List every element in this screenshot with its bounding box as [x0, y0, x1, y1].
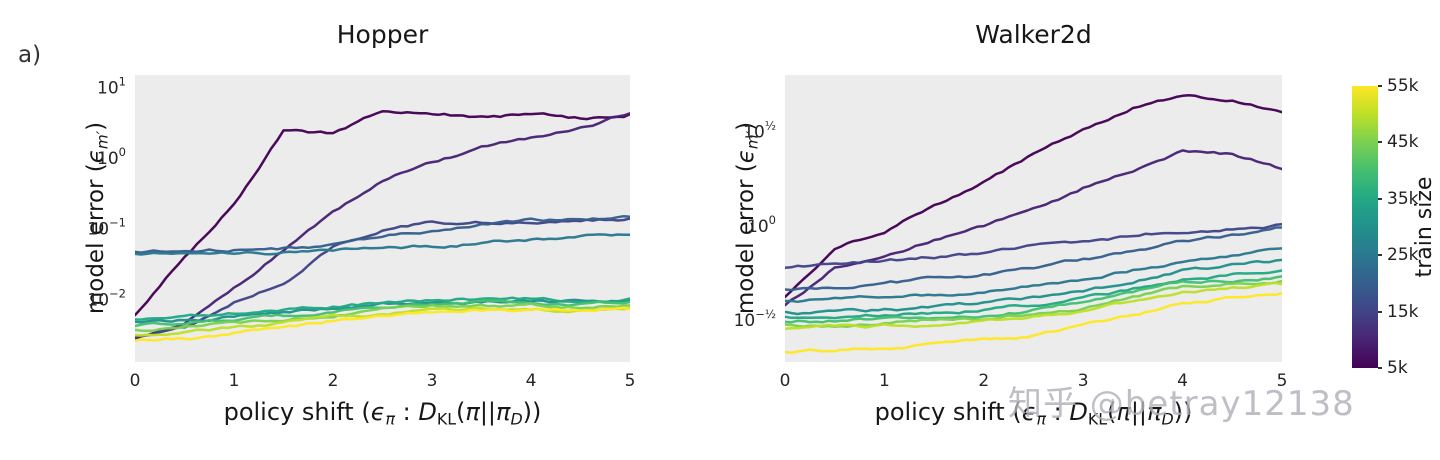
label-fragment: ( — [1107, 398, 1117, 426]
x-tick-label: 4 — [526, 371, 537, 391]
hopper-x-axis-label: policy shift (ϵπ : DKL(π||πD)) — [135, 398, 630, 428]
label-fragment: π — [1036, 409, 1046, 429]
x-tick-label: 3 — [1078, 371, 1089, 391]
x-tick-label: 5 — [625, 371, 636, 391]
y-tick-label: 10−½ — [734, 307, 776, 331]
series-line-25k — [785, 247, 1282, 304]
label-fragment: KL — [436, 409, 457, 429]
label-fragment: ϵ — [370, 398, 386, 426]
series-line-20k — [785, 226, 1282, 292]
label-fragment: || — [1130, 398, 1148, 426]
series-line-50k — [785, 281, 1282, 331]
label-fragment: : — [394, 398, 419, 426]
colorbar-tick-5k: 5k — [1387, 358, 1408, 378]
y-tick-label: 100 — [97, 145, 126, 169]
colorbar-tick-mark — [1378, 85, 1382, 87]
label-fragment: ϵ — [1021, 398, 1037, 426]
hopper-plot: 101 100 10−1 10−2 0 1 2 3 4 5 — [87, 74, 636, 391]
colorbar-ticks: 55k 45k 35k 25k 15k 5k — [1378, 76, 1440, 378]
x-tick-label: 0 — [780, 371, 791, 391]
x-tick-label: 5 — [1277, 371, 1288, 391]
series-line-30k — [785, 258, 1282, 316]
x-tick-label: 3 — [427, 371, 438, 391]
label-fragment: )) — [522, 398, 542, 426]
y-tick-label: 100 — [747, 213, 776, 237]
colorbar-tick-55k: 55k — [1387, 76, 1419, 96]
label-fragment: ( — [456, 398, 466, 426]
label-fragment: D — [1069, 398, 1088, 426]
walker2d-plot: 10½ 100 10−½ 0 1 2 3 4 5 — [734, 75, 1288, 391]
hopper-title: Hopper — [336, 20, 429, 49]
label-fragment: policy shift ( — [223, 398, 371, 426]
series-line-15k — [135, 217, 630, 338]
y-tick-label: 10−1 — [87, 216, 126, 240]
series-line-35k — [135, 296, 630, 321]
label-fragment: π — [1116, 398, 1131, 426]
x-tick-label: 1 — [229, 371, 240, 391]
colorbar-tick-mark — [1378, 141, 1382, 144]
series-line-35k — [785, 269, 1282, 320]
label-fragment: || — [479, 398, 497, 426]
label-fragment: π — [1147, 398, 1162, 426]
colorbar-tick-mark — [1378, 310, 1382, 313]
label-fragment: : — [1045, 398, 1070, 426]
colorbar-tick-mark — [1378, 197, 1382, 200]
series-line-40k — [785, 275, 1282, 324]
label-fragment: D — [510, 409, 523, 429]
series-line-25k — [135, 233, 630, 256]
walker2d-x-axis-label: policy shift (ϵπ : DKL(π||πD)) — [785, 398, 1282, 428]
label-fragment: policy shift ( — [874, 398, 1022, 426]
colorbar-tick-mark — [1378, 367, 1382, 369]
series-line-20k — [135, 214, 630, 254]
colorbar: 55k 45k 35k 25k 15k 5k — [1352, 76, 1440, 378]
label-fragment: )) — [1173, 398, 1193, 426]
walker2d-title: Walker2d — [975, 20, 1092, 49]
label-fragment: KL — [1087, 409, 1108, 429]
label-fragment: π — [465, 398, 480, 426]
x-tick-label: 1 — [879, 371, 890, 391]
series-line-45k — [785, 279, 1282, 329]
y-tick-label: 10−2 — [87, 286, 126, 310]
colorbar-tick-15k: 15k — [1387, 301, 1419, 322]
colorbar-tick-mark — [1378, 254, 1382, 257]
y-tick-label: 101 — [97, 74, 126, 98]
x-tick-label: 0 — [130, 371, 141, 391]
plot-area — [135, 75, 630, 362]
colorbar-tick-35k: 35k — [1387, 188, 1419, 209]
x-tick-label: 2 — [978, 371, 989, 391]
series-line-45k — [135, 302, 630, 333]
label-fragment: D — [418, 398, 437, 426]
x-tick-label: 2 — [328, 371, 339, 391]
series-line-55k — [135, 306, 630, 342]
label-fragment: π — [496, 398, 511, 426]
colorbar-label: train size — [1412, 176, 1437, 278]
label-fragment: D — [1161, 409, 1174, 429]
series-line-5k — [135, 110, 630, 317]
label-fragment: π — [385, 409, 395, 429]
watermark: 知乎 @betray12138 — [1008, 384, 1355, 424]
panel-label: a) — [18, 42, 42, 68]
colorbar-tick-45k: 45k — [1387, 132, 1419, 153]
series-line-5k — [785, 94, 1282, 299]
x-tick-label: 4 — [1177, 371, 1188, 391]
series-line-15k — [785, 222, 1282, 269]
series-line-55k — [785, 291, 1282, 355]
colorbar-tick-25k: 25k — [1387, 245, 1419, 266]
series-line-10k — [135, 112, 630, 340]
colorbar-gradient — [1352, 86, 1378, 368]
y-tick-label: 10½ — [743, 118, 776, 142]
